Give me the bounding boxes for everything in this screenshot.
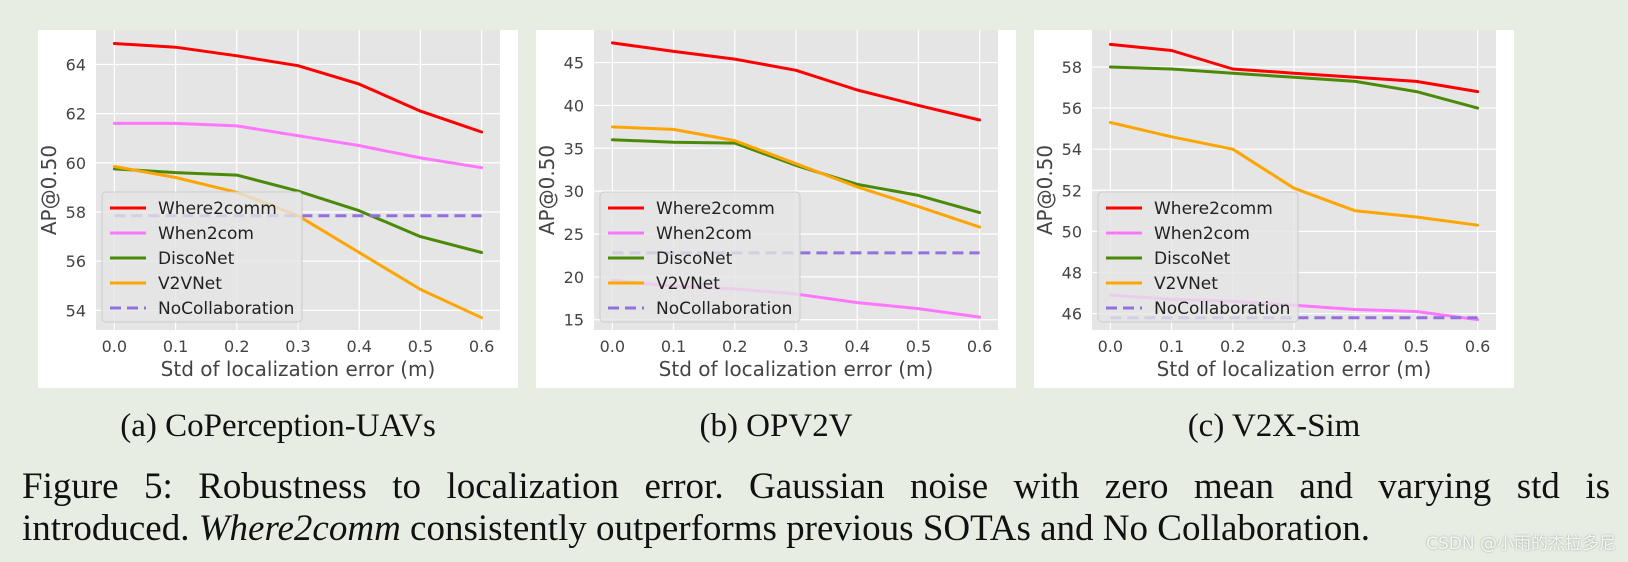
figure-caption-line-2-prefix: introduced. (22, 508, 199, 549)
legend-label-when2com: When2com (158, 224, 254, 244)
legend: Where2comm When2com DiscoNet V2VNet NoCollab… (1097, 191, 1299, 323)
legend-label-v2vnet: V2VNet (656, 274, 720, 294)
x-tick-label: 0.0 (1098, 337, 1123, 356)
x-tick-label: 0.1 (661, 337, 686, 356)
series-line-where2comm (610, 41, 982, 122)
y-tick-label: 35 (564, 139, 584, 158)
x-tick-label: 0.3 (1281, 337, 1306, 356)
chart-v2x-sim: 0.0 0.1 0.2 0.3 0.4 0.5 0.6 46 48 50 52 54 56 58 Std o… (1034, 30, 1496, 381)
legend-label-nocollaboration: NoCollaboration (1154, 299, 1290, 319)
legend-label-where2comm: Where2comm (158, 199, 277, 219)
watermark: CSDN @小雨的杰拉多尼 (1426, 534, 1616, 554)
y-tick-label: 54 (66, 301, 86, 320)
legend-label-when2com: When2com (1154, 224, 1250, 244)
y-tick-label: 25 (564, 225, 584, 244)
x-axis-label: Std of localization error (m) (1157, 357, 1432, 381)
legend-label-disconet: DiscoNet (1154, 249, 1231, 269)
figure-caption-line-1-text: Robustness to localization error. Gaussi… (198, 466, 1610, 507)
chart-opv2v: 0.0 0.1 0.2 0.3 0.4 0.5 0.6 15 20 25 30 35 40 45 Std o… (536, 30, 998, 381)
y-tick-label: 45 (564, 54, 584, 73)
figure-caption-method-name: Where2comm (198, 508, 401, 549)
x-tick-label: 0.0 (102, 337, 127, 356)
series-line-when2com (112, 121, 484, 170)
y-tick-label: 30 (564, 182, 584, 201)
x-tick-label: 0.3 (285, 337, 310, 356)
y-tick-label: 62 (66, 105, 86, 124)
x-tick-label: 0.6 (967, 337, 992, 356)
legend-label-where2comm: Where2comm (1154, 199, 1273, 219)
figure-caption-line-2: introduced. Where2comm consistently outp… (22, 508, 1610, 550)
legend-label-nocollaboration: NoCollaboration (656, 299, 792, 319)
y-tick-label: 58 (1062, 58, 1082, 77)
x-tick-label: 0.6 (1465, 337, 1490, 356)
y-tick-label: 20 (564, 268, 584, 287)
figure-caption-line-2-text: consistently outperforms previous SOTAs … (400, 508, 1370, 549)
y-axis-label: AP@0.50 (38, 145, 61, 235)
x-tick-label: 0.5 (906, 337, 931, 356)
series-line-disconet (1108, 65, 1480, 110)
legend-box (1097, 191, 1299, 323)
legend-label-disconet: DiscoNet (158, 249, 235, 269)
series-line-v2vnet (610, 125, 982, 229)
figure-caption: Figure 5: Robustness to localization err… (22, 466, 1610, 550)
x-tick-label: 0.1 (163, 337, 188, 356)
y-tick-label: 40 (564, 96, 584, 115)
series-line-where2comm (112, 42, 484, 134)
legend-box (101, 191, 303, 323)
x-tick-label: 0.1 (1159, 337, 1184, 356)
x-axis-label: Std of localization error (m) (659, 357, 934, 381)
x-tick-label: 0.2 (722, 337, 747, 356)
series-line-disconet (610, 138, 982, 215)
x-tick-label: 0.5 (408, 337, 433, 356)
x-tick-label: 0.2 (224, 337, 249, 356)
x-tick-label: 0.2 (1220, 337, 1245, 356)
series-line-where2comm (1108, 42, 1480, 94)
y-tick-label: 60 (66, 154, 86, 173)
y-tick-label: 56 (66, 252, 86, 271)
series-line-v2vnet (1108, 121, 1480, 227)
subcaption-b: (b) OPV2V (699, 408, 853, 444)
series-line-disconet (112, 167, 484, 254)
x-axis-label: Std of localization error (m) (161, 357, 436, 381)
y-tick-label: 50 (1062, 222, 1082, 241)
y-tick-label: 52 (1062, 181, 1082, 200)
y-tick-label: 56 (1062, 99, 1082, 118)
legend-label-v2vnet: V2VNet (158, 274, 222, 294)
legend: Where2comm When2com DiscoNet V2VNet NoCollab… (101, 191, 303, 323)
legend-label-nocollaboration: NoCollaboration (158, 299, 294, 319)
x-tick-label: 0.6 (469, 337, 494, 356)
subcaption-c: (c) V2X-Sim (1187, 408, 1361, 444)
x-tick-label: 0.4 (346, 337, 371, 356)
subcaption-a: (a) CoPerception-UAVs (120, 408, 436, 444)
y-tick-label: 15 (564, 311, 584, 330)
legend-label-where2comm: Where2comm (656, 199, 775, 219)
legend-box (599, 191, 801, 323)
y-tick-label: 54 (1062, 140, 1082, 159)
legend-label-when2com: When2com (656, 224, 752, 244)
y-tick-label: 48 (1062, 263, 1082, 282)
y-tick-label: 58 (66, 203, 86, 222)
legend: Where2comm When2com DiscoNet V2VNet NoCollab… (599, 191, 801, 323)
y-axis-label: AP@0.50 (536, 145, 559, 235)
legend-label-disconet: DiscoNet (656, 249, 733, 269)
chart-panel-b: 0.0 0.1 0.2 0.3 0.4 0.5 0.6 15 20 25 30 35 40 45 Std o… (536, 30, 1016, 388)
y-tick-label: 64 (66, 55, 86, 74)
chart-panel-c: 0.0 0.1 0.2 0.3 0.4 0.5 0.6 46 48 50 52 54 56 58 Std o… (1034, 30, 1514, 388)
x-tick-label: 0.0 (600, 337, 625, 356)
y-axis-label: AP@0.50 (1034, 145, 1057, 235)
figure-caption-line-1: Figure 5: Robustness to localization err… (22, 466, 1610, 508)
x-tick-label: 0.5 (1404, 337, 1429, 356)
x-tick-label: 0.4 (1342, 337, 1367, 356)
legend-label-v2vnet: V2VNet (1154, 274, 1218, 294)
x-tick-label: 0.3 (783, 337, 808, 356)
chart-panel-a: 0.0 0.1 0.2 0.3 0.4 0.5 0.6 54 56 58 60 62 64 Std of … (38, 30, 518, 388)
figure-caption-label: Figure 5: (22, 466, 173, 507)
x-tick-label: 0.4 (844, 337, 869, 356)
chart-coperception-uavs: 0.0 0.1 0.2 0.3 0.4 0.5 0.6 54 56 58 60 62 64 Std of … (38, 30, 500, 381)
y-tick-label: 46 (1062, 305, 1082, 324)
